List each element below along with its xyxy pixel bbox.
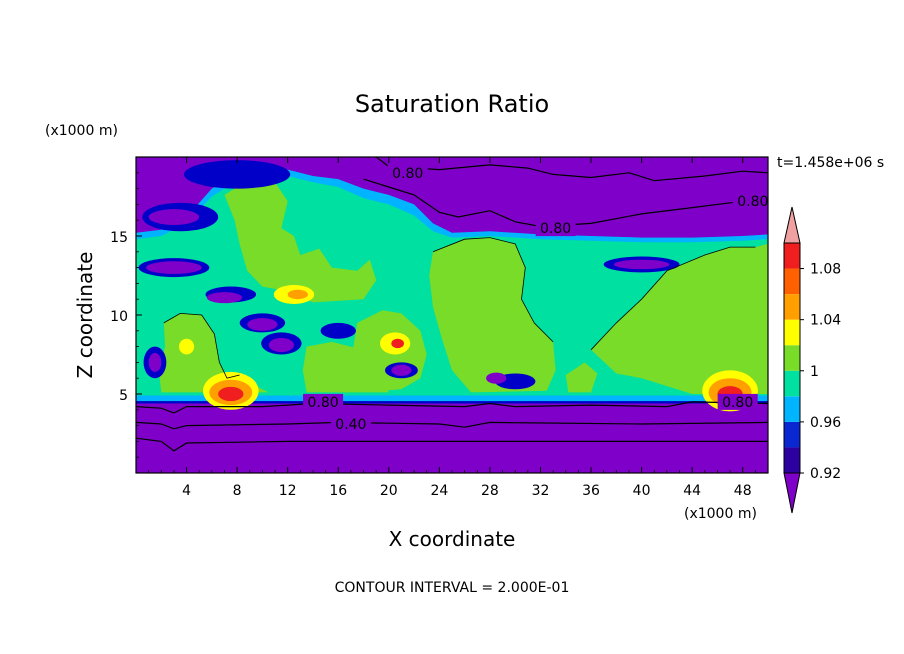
contour-label: 0.80 — [307, 395, 338, 411]
y-axis: 5 10 15 — [110, 172, 142, 458]
contour-0.80-lower — [136, 401, 768, 414]
lower-dark-band — [136, 401, 768, 404]
x-tick-label: 48 — [734, 483, 752, 499]
y-units-label: (x1000 m) — [45, 123, 118, 139]
contour-label: 0.80 — [737, 194, 768, 210]
contour-label-bg — [303, 393, 344, 410]
time-label: t=1.458e+06 s — [777, 155, 884, 171]
colorbar-segment — [784, 243, 800, 269]
contour-interval-note: CONTOUR INTERVAL = 2.000E-01 — [335, 580, 570, 596]
colorbar-segment — [784, 345, 800, 371]
contour-label: 0.80 — [722, 395, 753, 411]
contour-0.20 — [136, 437, 768, 452]
x-tick-label: 44 — [683, 483, 701, 499]
contour-0.80-upper — [363, 178, 768, 228]
x-tick-label: 12 — [279, 483, 297, 499]
contour-label: 0.80 — [392, 166, 423, 182]
contour-label: 0.40 — [335, 417, 366, 433]
contour-1.0-left — [163, 312, 240, 379]
contour-label-bg — [330, 416, 371, 433]
supersat-small-left — [178, 338, 195, 355]
colorbar-max-arrow — [783, 206, 801, 244]
colorbar-label: 1.08 — [810, 262, 841, 278]
colorbar-segment — [784, 447, 800, 473]
saturated-patch-upper — [224, 179, 377, 303]
saturated-patch-small — [565, 362, 598, 393]
saturated-patch-mid — [302, 341, 389, 393]
dry-streak-8-core — [486, 372, 507, 384]
dry-streak-9-core — [613, 259, 670, 270]
x-tick-label: 16 — [329, 483, 347, 499]
contour-label-bg — [535, 220, 576, 237]
colorbar-frame — [783, 242, 801, 474]
x-tick-label: 24 — [430, 483, 448, 499]
dry-streak-6-core — [391, 364, 412, 376]
saturated-patch-right — [591, 243, 768, 394]
supersat-upper-core — [287, 289, 308, 300]
x-axis-label: X coordinate — [389, 527, 516, 551]
contour-label: 0.80 — [540, 221, 571, 237]
colorbar-label: 0.96 — [810, 415, 841, 431]
contour-0.80-top — [375, 157, 768, 182]
dry-streak-5 — [320, 322, 356, 339]
dry-streak-7-core — [148, 352, 162, 372]
colorbar-label: 1 — [810, 364, 819, 380]
colorbar-segment — [784, 396, 800, 422]
dry-streak-4-core — [268, 337, 294, 353]
y-tick-label: 5 — [119, 388, 128, 404]
colorbar-segment — [784, 319, 800, 346]
contour-field: 0.80 0.80 0.80 0.80 0.80 0.40 — [136, 157, 768, 473]
x-units-label: (x1000 m) — [684, 506, 757, 522]
x-axis: 4 8 12 16 20 24 28 32 36 40 44 48 — [148, 157, 756, 499]
dry-streak-1-core — [146, 261, 202, 274]
colorbar: 0.92 0.96 1 1.04 1.08 — [783, 206, 841, 514]
contour-1.0-right — [590, 246, 756, 351]
contour-label-bg — [717, 393, 758, 410]
y-tick-label: 15 — [110, 230, 128, 246]
dry-streak-3-core — [247, 318, 278, 331]
x-tick-label: 32 — [532, 483, 550, 499]
contour-1.0-center — [432, 237, 554, 343]
supersat-left-peak — [218, 386, 244, 402]
saturated-patch-left — [158, 313, 269, 393]
colorbar-label: 1.04 — [810, 313, 841, 329]
colorbar-segment — [784, 421, 800, 448]
supersat-center-core — [391, 338, 404, 349]
chart-title: Saturation Ratio — [355, 90, 549, 118]
y-tick-label: 10 — [110, 309, 128, 325]
lower-edge-band — [136, 395, 768, 402]
colorbar-label: 0.92 — [810, 466, 841, 482]
top-dry-band-2-core — [148, 209, 200, 225]
colorbar-segment — [784, 294, 800, 320]
x-tick-label: 28 — [481, 483, 499, 499]
colorbar-segment — [784, 370, 800, 397]
x-tick-label: 8 — [233, 483, 242, 499]
dry-streak-2-core — [206, 292, 243, 304]
x-tick-label: 36 — [582, 483, 600, 499]
contour-label-bg — [732, 193, 768, 210]
x-tick-label: 20 — [380, 483, 398, 499]
x-tick-label: 40 — [633, 483, 651, 499]
y-axis-label: Z coordinate — [73, 252, 97, 379]
x-tick-label: 4 — [182, 483, 191, 499]
contour-label-bg — [387, 164, 428, 181]
colorbar-min-arrow — [783, 472, 801, 514]
top-dry-band — [184, 160, 291, 189]
colorbar-segment — [784, 268, 800, 295]
